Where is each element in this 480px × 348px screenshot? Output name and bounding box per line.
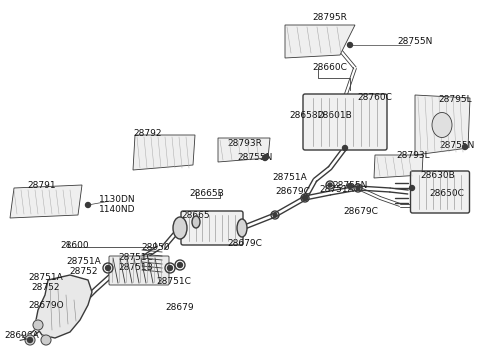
Text: 28679C: 28679C [344, 207, 378, 216]
Text: 28660C: 28660C [312, 63, 348, 72]
Circle shape [463, 144, 468, 150]
Text: 28792: 28792 [134, 128, 162, 137]
Text: 28755N: 28755N [332, 181, 368, 190]
Text: 28679: 28679 [166, 303, 194, 313]
Polygon shape [218, 138, 270, 162]
Text: 28793R: 28793R [228, 139, 263, 148]
Text: 28679O: 28679O [28, 301, 64, 309]
Text: 28795L: 28795L [438, 95, 472, 104]
Text: 28751A: 28751A [273, 174, 307, 182]
Text: 28751A: 28751A [320, 185, 354, 195]
Text: 28950: 28950 [142, 244, 170, 253]
Ellipse shape [173, 217, 187, 239]
Circle shape [328, 183, 332, 187]
FancyBboxPatch shape [109, 256, 169, 285]
FancyBboxPatch shape [181, 211, 243, 245]
Text: 28751A: 28751A [29, 272, 63, 282]
Circle shape [303, 196, 307, 200]
Text: 28751B: 28751B [119, 263, 154, 272]
Polygon shape [415, 95, 470, 155]
Circle shape [33, 320, 43, 330]
Text: 28696A: 28696A [5, 331, 39, 340]
Text: 28791: 28791 [28, 181, 56, 190]
Text: 28679C: 28679C [276, 187, 311, 196]
Circle shape [168, 266, 172, 270]
Text: 28752: 28752 [70, 268, 98, 277]
Polygon shape [35, 275, 92, 338]
Polygon shape [374, 155, 423, 178]
Circle shape [263, 156, 267, 160]
Ellipse shape [432, 112, 452, 137]
Text: 28665: 28665 [182, 211, 210, 220]
Text: 28658D: 28658D [289, 111, 325, 119]
Text: 28679C: 28679C [228, 238, 263, 247]
Circle shape [302, 196, 308, 200]
Text: 28760C: 28760C [358, 93, 393, 102]
Text: 28665B: 28665B [190, 189, 224, 198]
Circle shape [343, 145, 348, 150]
Text: 28755N: 28755N [237, 153, 273, 163]
FancyBboxPatch shape [410, 171, 469, 213]
Circle shape [264, 155, 268, 159]
Polygon shape [133, 135, 195, 170]
Text: 28650C: 28650C [430, 189, 465, 198]
Circle shape [348, 183, 352, 189]
Circle shape [41, 335, 51, 345]
Text: 28755N: 28755N [397, 38, 432, 47]
Ellipse shape [192, 216, 200, 228]
Circle shape [27, 338, 33, 342]
Text: 28793L: 28793L [396, 150, 430, 159]
Text: 28755N: 28755N [439, 141, 475, 150]
Circle shape [25, 335, 35, 345]
Text: 28751A: 28751A [67, 258, 101, 267]
Circle shape [106, 266, 110, 270]
Circle shape [178, 262, 182, 268]
Ellipse shape [237, 219, 247, 237]
Polygon shape [285, 25, 355, 58]
Text: 1130DN: 1130DN [99, 195, 135, 204]
FancyBboxPatch shape [303, 94, 387, 150]
Circle shape [85, 203, 91, 207]
Text: 28751C: 28751C [156, 277, 192, 286]
Circle shape [348, 42, 352, 47]
Text: 28601B: 28601B [318, 111, 352, 119]
Text: 28751C: 28751C [119, 253, 154, 262]
Circle shape [273, 213, 277, 217]
Text: 28600: 28600 [60, 240, 89, 250]
Circle shape [356, 186, 360, 190]
Polygon shape [10, 185, 82, 218]
Circle shape [409, 185, 415, 190]
Text: 28795R: 28795R [312, 14, 348, 23]
Text: 1140ND: 1140ND [99, 206, 135, 214]
Text: 28752: 28752 [32, 283, 60, 292]
Text: 28630B: 28630B [420, 171, 456, 180]
